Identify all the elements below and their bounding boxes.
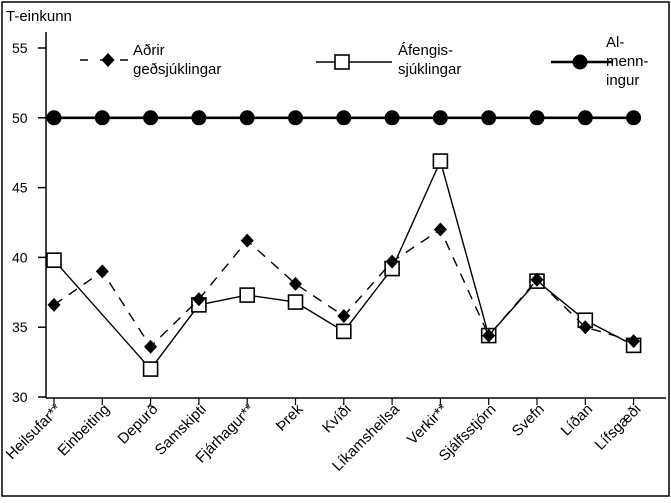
- data-point: [144, 339, 158, 354]
- x-tick-label: Depurð: [115, 401, 162, 448]
- data-point: [287, 294, 304, 310]
- data-point: [46, 110, 62, 126]
- legend-item-2: Al-menn-ingur: [551, 34, 649, 89]
- legend-label: sjúklingar: [398, 61, 461, 78]
- legend-label: Al-: [606, 34, 624, 51]
- data-point: [142, 361, 159, 377]
- x-tick-label: Þrek: [272, 400, 306, 434]
- series-0: [47, 222, 641, 354]
- series-2: [46, 110, 642, 126]
- legend-label: Aðrir: [133, 42, 165, 59]
- data-point: [433, 222, 447, 237]
- data-point: [143, 110, 159, 126]
- data-point: [95, 264, 109, 279]
- chart-labels: T-einkunn 30 35 40 45 50 55 Heilsufar**Einbeiti…: [3, 8, 645, 475]
- data-point: [481, 110, 497, 126]
- data-point: [288, 110, 303, 126]
- y-tick-label: 40: [12, 249, 28, 265]
- y-tick-label: 30: [12, 389, 28, 405]
- y-tick-label: 50: [12, 110, 28, 126]
- y-tick-label: 55: [12, 40, 28, 56]
- y-tick-label: 35: [12, 319, 28, 335]
- legend-marker: [101, 53, 115, 67]
- x-tick-label: Verkir**: [404, 401, 452, 449]
- data-point: [530, 272, 544, 287]
- data-point: [192, 292, 206, 307]
- y-tick-label: 45: [12, 180, 28, 196]
- data-point: [239, 287, 255, 303]
- x-tick-label: Líðan: [558, 401, 597, 440]
- legend-item-1: Áfengis-sjúklingar: [316, 42, 461, 78]
- chart-legend: Aðrir geðsjúklingar Áfengis-sjúklingar Al-m…: [80, 34, 649, 89]
- data-point: [577, 110, 593, 126]
- data-point: [46, 252, 62, 268]
- data-point: [337, 309, 351, 324]
- x-tick-label: Lífsgæði: [592, 401, 645, 454]
- data-point: [627, 334, 641, 349]
- data-point: [94, 110, 110, 126]
- legend-item-0: Aðrir geðsjúklingar: [80, 42, 221, 78]
- series-1: [46, 153, 642, 377]
- legend-label: menn-: [606, 53, 649, 70]
- y-axis-title: T-einkunn: [6, 8, 72, 25]
- data-point: [47, 297, 61, 312]
- chart-series: [46, 110, 642, 377]
- x-tick-label: Heilsufar**: [3, 401, 65, 463]
- data-point: [336, 110, 352, 126]
- data-point: [385, 254, 399, 269]
- legend-marker: [334, 54, 350, 70]
- data-point: [335, 323, 352, 340]
- data-point: [384, 110, 400, 126]
- data-point: [191, 110, 207, 126]
- x-tick-label: Einbeiting: [55, 401, 114, 460]
- data-point: [626, 110, 642, 126]
- data-point: [432, 153, 449, 169]
- x-tick-label: Kvíði: [319, 401, 355, 437]
- data-point: [289, 276, 302, 291]
- data-point: [432, 110, 448, 126]
- legend-label: geðsjúklingar: [133, 61, 221, 78]
- data-point: [239, 110, 255, 126]
- legend-marker: [572, 54, 588, 70]
- legend-label: Áfengis-: [398, 42, 453, 59]
- data-point: [578, 320, 592, 335]
- data-point: [529, 110, 545, 126]
- legend-label: ingur: [606, 72, 639, 89]
- data-point: [482, 328, 496, 343]
- data-point: [240, 233, 254, 248]
- x-tick-label: Svefn: [509, 401, 548, 440]
